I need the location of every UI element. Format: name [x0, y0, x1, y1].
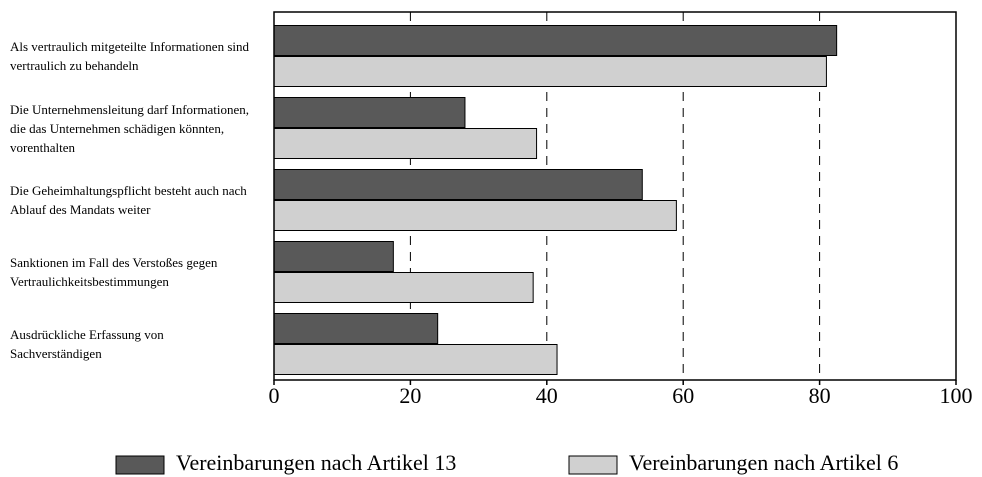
bar: [273, 25, 838, 56]
legend-swatch: [115, 455, 165, 475]
legend-label: Vereinbarungen nach Artikel 6: [629, 450, 898, 475]
plot-frame: [273, 11, 957, 381]
category-label: Sanktionen im Fall des Verstoßes gegen V…: [10, 255, 218, 289]
category-label: Die Geheimhaltungspflicht besteht auch n…: [10, 183, 247, 217]
x-tick-label: 100: [940, 383, 973, 408]
bar: [273, 241, 394, 272]
legend-swatch: [568, 455, 618, 475]
x-tick-label: 20: [399, 383, 421, 408]
category-label: Als vertraulich mitgeteilte Informatione…: [10, 39, 249, 73]
category-label: Ausdrückliche Erfassung von Sachverständ…: [10, 327, 164, 361]
bar: [273, 344, 558, 375]
bar: [273, 272, 534, 303]
x-tick-label: 80: [809, 383, 831, 408]
x-tick-label: 0: [269, 383, 280, 408]
category-label: Die Unternehmensleitung darf Information…: [10, 101, 249, 155]
bar: [273, 200, 677, 231]
x-tick-label: 40: [536, 383, 558, 408]
x-tick-label: 60: [672, 383, 694, 408]
bar: [273, 56, 827, 87]
bar: [273, 313, 439, 344]
bar: [273, 97, 466, 128]
legend-label: Vereinbarungen nach Artikel 13: [176, 450, 456, 475]
bar: [273, 128, 538, 159]
bar: [273, 169, 643, 200]
